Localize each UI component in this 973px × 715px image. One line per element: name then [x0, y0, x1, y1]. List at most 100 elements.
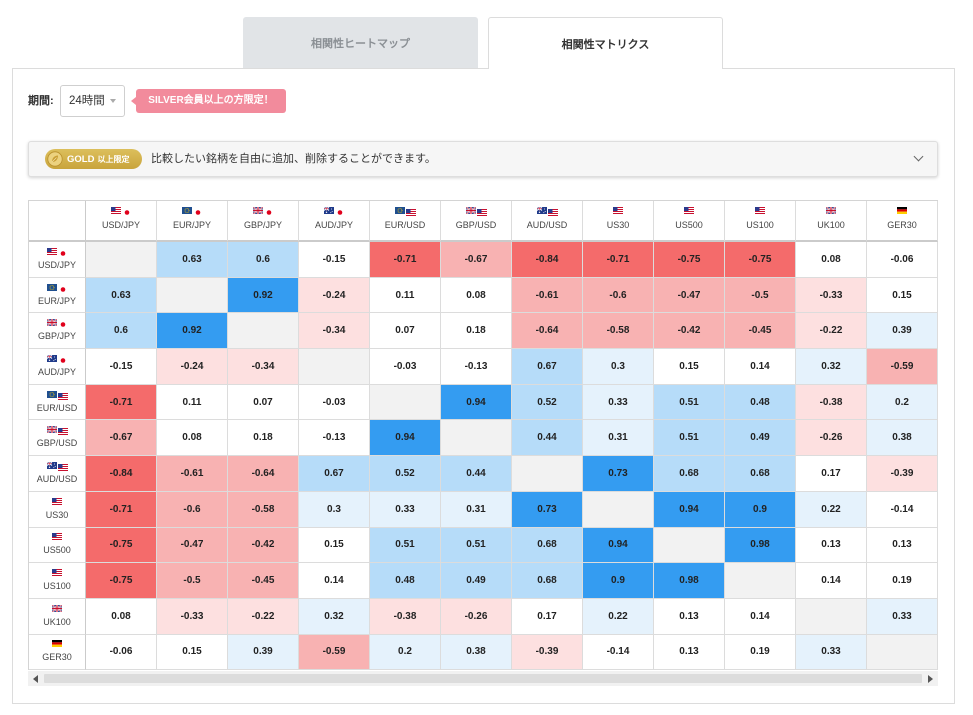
correlation-cell: 0.98 — [725, 527, 796, 564]
row-header-us100: US100 — [29, 563, 86, 599]
row-header-aud-jpy: AUD/JPY — [29, 349, 86, 385]
correlation-cell: 0.08 — [796, 242, 867, 278]
correlation-cell: -0.22 — [796, 313, 867, 350]
correlation-cell: 0.48 — [725, 384, 796, 421]
correlation-cell: 0.73 — [512, 491, 583, 528]
row-header-eur-jpy: EUR/JPY — [29, 277, 86, 314]
column-header-aud-jpy: AUD/JPY — [299, 201, 370, 242]
column-header-label: GBP/JPY — [243, 220, 282, 230]
us100-flags-icon — [755, 207, 765, 216]
correlation-cell-diagonal — [370, 384, 441, 421]
us500-flags-icon — [684, 207, 694, 216]
correlation-cell: -0.45 — [725, 313, 796, 350]
gbp-jpy-flags-icon — [46, 319, 68, 329]
us30-flags-icon — [613, 207, 623, 216]
de-flag-icon — [52, 640, 62, 648]
correlation-cell: 0.07 — [370, 313, 441, 350]
correlation-cell: 0.32 — [299, 598, 370, 635]
row-header-label: AUD/JPY — [37, 366, 76, 377]
scroll-right-arrow-icon[interactable] — [928, 674, 933, 683]
correlation-cell: -0.75 — [654, 242, 725, 278]
correlation-cell: -0.75 — [725, 242, 796, 278]
matrix-corner — [29, 201, 86, 242]
correlation-cell: -0.33 — [796, 277, 867, 314]
correlation-cell: 0.13 — [796, 527, 867, 564]
correlation-cell: 0.2 — [370, 634, 441, 671]
jp-flag-icon — [57, 249, 68, 257]
column-header-uk100: UK100 — [796, 201, 867, 242]
correlation-cell: 0.6 — [228, 242, 299, 278]
column-header-label: AUD/USD — [526, 220, 568, 230]
row-header-label: USD/JPY — [37, 259, 76, 270]
correlation-cell: -0.71 — [86, 491, 157, 528]
correlation-cell: -0.24 — [299, 277, 370, 314]
correlation-cell-diagonal — [299, 349, 370, 385]
correlation-cell: 0.15 — [157, 634, 228, 671]
correlation-cell: -0.34 — [228, 349, 299, 385]
correlation-cell: 0.22 — [583, 598, 654, 635]
us-flag-icon — [755, 207, 765, 214]
correlation-cell: 0.51 — [654, 384, 725, 421]
symbol-edit-accordion[interactable]: GOLD 以上限定 比較したい銘柄を自由に追加、削除することができます。 — [28, 141, 938, 177]
us-flag-icon — [52, 569, 62, 577]
tab-correlation-heatmap[interactable]: 相関性ヒートマップ — [243, 17, 478, 68]
period-label: 期間: — [28, 95, 54, 107]
row-header-gbp-jpy: GBP/JPY — [29, 313, 86, 350]
correlation-cell-diagonal — [583, 491, 654, 528]
column-header-gbp-jpy: GBP/JPY — [228, 201, 299, 242]
chevron-down-icon[interactable] — [913, 151, 924, 162]
correlation-cell: 0.08 — [86, 598, 157, 635]
column-header-gbp-usd: GBP/USD — [441, 201, 512, 242]
jp-flag-icon — [57, 321, 68, 329]
scrollbar-thumb[interactable] — [44, 674, 922, 683]
correlation-cell: 0.17 — [512, 598, 583, 635]
jp-flag-icon — [57, 356, 68, 364]
correlation-cell: 0.15 — [299, 527, 370, 564]
correlation-cell: 0.51 — [370, 527, 441, 564]
correlation-cell: -0.39 — [512, 634, 583, 671]
gb-flag-icon — [46, 319, 57, 327]
row-header-eur-usd: EUR/USD — [29, 384, 86, 421]
correlation-cell: 0.14 — [796, 563, 867, 599]
us-flag-icon — [57, 463, 68, 471]
tab-correlation-matrix[interactable]: 相関性マトリクス — [488, 17, 723, 69]
correlation-cell: 0.92 — [228, 277, 299, 314]
correlation-cell: 0.68 — [654, 456, 725, 492]
silver-member-badge: SILVER会員以上の方限定！ — [131, 89, 286, 113]
correlation-matrix-grid: USD/JPY EUR/JPY GBP/JPY AUD/JPY EUR/USD GBP/U… — [28, 200, 938, 671]
correlation-cell: -0.58 — [228, 491, 299, 528]
correlation-cell: 0.51 — [654, 420, 725, 457]
correlation-cell: -0.71 — [583, 242, 654, 278]
scroll-left-arrow-icon[interactable] — [33, 674, 38, 683]
correlation-cell: 0.22 — [796, 491, 867, 528]
aud-jpy-flags-icon — [46, 354, 68, 364]
us-flag-icon — [547, 209, 558, 216]
us-flag-icon — [405, 209, 416, 216]
correlation-cell: 0.49 — [441, 563, 512, 599]
us-flag-icon — [110, 207, 121, 214]
column-header-label: US500 — [675, 220, 703, 230]
badge-pointer — [131, 97, 136, 105]
correlation-cell: 0.14 — [299, 563, 370, 599]
correlation-cell: 0.15 — [654, 349, 725, 385]
period-select[interactable]: 24時間 — [60, 85, 125, 117]
gb-flag-icon — [252, 207, 263, 214]
correlation-cell: -0.64 — [512, 313, 583, 350]
correlation-cell: 0.17 — [796, 456, 867, 492]
us-flag-icon — [52, 533, 62, 541]
correlation-cell: 0.44 — [441, 456, 512, 492]
row-header-us30: US30 — [29, 491, 86, 528]
us-flag-icon — [613, 207, 623, 214]
correlation-cell: 0.63 — [157, 242, 228, 278]
row-header-uk100: UK100 — [29, 598, 86, 635]
us100-flags-icon — [52, 569, 62, 578]
correlation-cell-diagonal — [725, 563, 796, 599]
correlation-cell: 0.51 — [441, 527, 512, 564]
aud-jpy-flags-icon — [323, 207, 345, 216]
usd-jpy-flags-icon — [46, 247, 68, 257]
horizontal-scrollbar[interactable] — [28, 671, 938, 686]
column-header-label: EUR/USD — [384, 220, 426, 230]
row-header-label: US30 — [45, 509, 69, 520]
jp-flag-icon — [57, 285, 68, 293]
gbp-usd-flags-icon — [46, 426, 68, 436]
